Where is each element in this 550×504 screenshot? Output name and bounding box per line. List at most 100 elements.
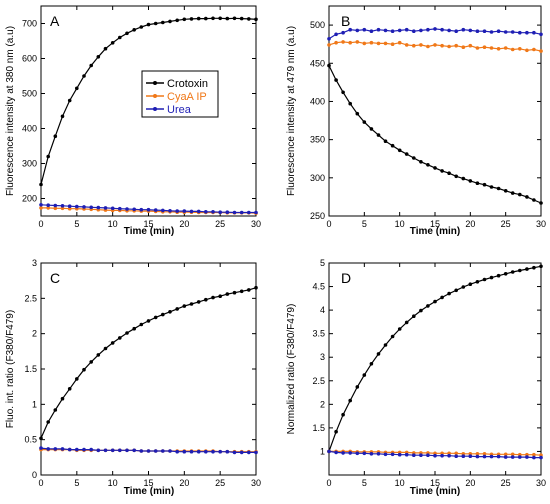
data-point (362, 451, 367, 456)
data-point (96, 353, 101, 357)
data-point (254, 17, 258, 22)
data-point (60, 204, 65, 208)
x-tick-label: 10 (395, 219, 405, 229)
data-point (46, 447, 50, 451)
data-point (89, 447, 93, 452)
data-point (239, 450, 244, 455)
data-point (125, 331, 129, 335)
y-tick-label: 3 (32, 258, 37, 268)
x-tick-label: 30 (536, 219, 546, 229)
x-axis-label: Time (min) (410, 226, 460, 237)
data-point (232, 450, 237, 455)
data-point (110, 448, 115, 453)
data-point (82, 367, 86, 372)
data-point (397, 452, 402, 457)
x-tick-label: 15 (143, 478, 153, 488)
data-point (510, 452, 515, 457)
data-point (510, 455, 515, 459)
data-point (132, 207, 136, 212)
data-point (440, 27, 444, 32)
x-tick-label: 15 (143, 219, 153, 229)
data-point (426, 163, 430, 167)
data-point (139, 322, 144, 327)
data-point (404, 152, 409, 156)
y-tick-label: 2 (320, 399, 325, 409)
x-tick-label: 0 (38, 219, 43, 229)
data-point (82, 74, 86, 78)
data-point (461, 454, 466, 459)
series-urea (39, 446, 258, 455)
y-tick-label: 300 (310, 173, 325, 183)
data-point (475, 29, 480, 33)
y-axis-label: Normalized ratio (F380/F479) (286, 304, 297, 435)
data-point (482, 452, 487, 456)
data-point (53, 134, 58, 138)
data-point (426, 27, 430, 32)
y-tick-label: 200 (22, 194, 37, 204)
legend-label: CyaA IP (167, 91, 207, 103)
data-point (96, 205, 101, 210)
data-point (397, 148, 402, 153)
data-point (376, 133, 381, 137)
data-point (161, 449, 165, 453)
data-point (175, 449, 179, 454)
data-point (218, 449, 222, 454)
data-point (125, 207, 129, 211)
data-point (327, 37, 331, 41)
y-tick-label: 5 (320, 258, 325, 268)
data-point (496, 186, 501, 191)
y-tick-label: 600 (22, 54, 37, 64)
x-tick-label: 25 (215, 219, 225, 229)
data-point (503, 272, 508, 276)
x-tick-label: 15 (430, 478, 440, 488)
data-point (510, 270, 515, 274)
data-point (334, 32, 338, 37)
data-point (334, 429, 338, 434)
data-point (341, 30, 345, 35)
data-point (168, 310, 172, 314)
data-point (118, 206, 122, 211)
data-point (67, 447, 72, 452)
data-point (211, 449, 215, 454)
data-point (510, 30, 515, 34)
data-point (461, 285, 466, 289)
data-point (503, 30, 508, 34)
data-point (412, 43, 416, 48)
data-point (53, 206, 58, 211)
data-point (426, 453, 430, 458)
data-point (454, 43, 459, 48)
data-point (525, 195, 529, 199)
data-point (440, 43, 444, 48)
data-point (53, 203, 58, 208)
data-point (125, 31, 129, 36)
x-tick-label: 15 (430, 219, 440, 229)
data-point (60, 396, 65, 401)
data-point (475, 280, 480, 284)
data-point (196, 16, 201, 21)
data-point (118, 336, 122, 340)
data-point (139, 207, 144, 212)
series-line (328, 65, 542, 204)
data-point (532, 47, 536, 52)
data-point (539, 201, 543, 205)
data-point (440, 295, 444, 300)
data-point (225, 16, 230, 21)
y-tick-label: 1.5 (312, 423, 325, 433)
data-point (426, 44, 430, 49)
data-point (67, 206, 72, 211)
data-point (247, 450, 251, 455)
y-tick-label: 1.5 (24, 364, 37, 374)
data-point (355, 40, 360, 44)
y-tick-label: 450 (310, 58, 325, 68)
data-point (161, 312, 165, 317)
data-point (103, 448, 108, 453)
data-point (182, 17, 187, 22)
data-point (390, 334, 395, 339)
data-point (139, 449, 144, 453)
y-tick-label: 500 (310, 20, 325, 30)
data-point (39, 436, 43, 441)
data-point (218, 210, 222, 214)
data-point (362, 27, 367, 32)
panel-letter: D (341, 270, 351, 286)
